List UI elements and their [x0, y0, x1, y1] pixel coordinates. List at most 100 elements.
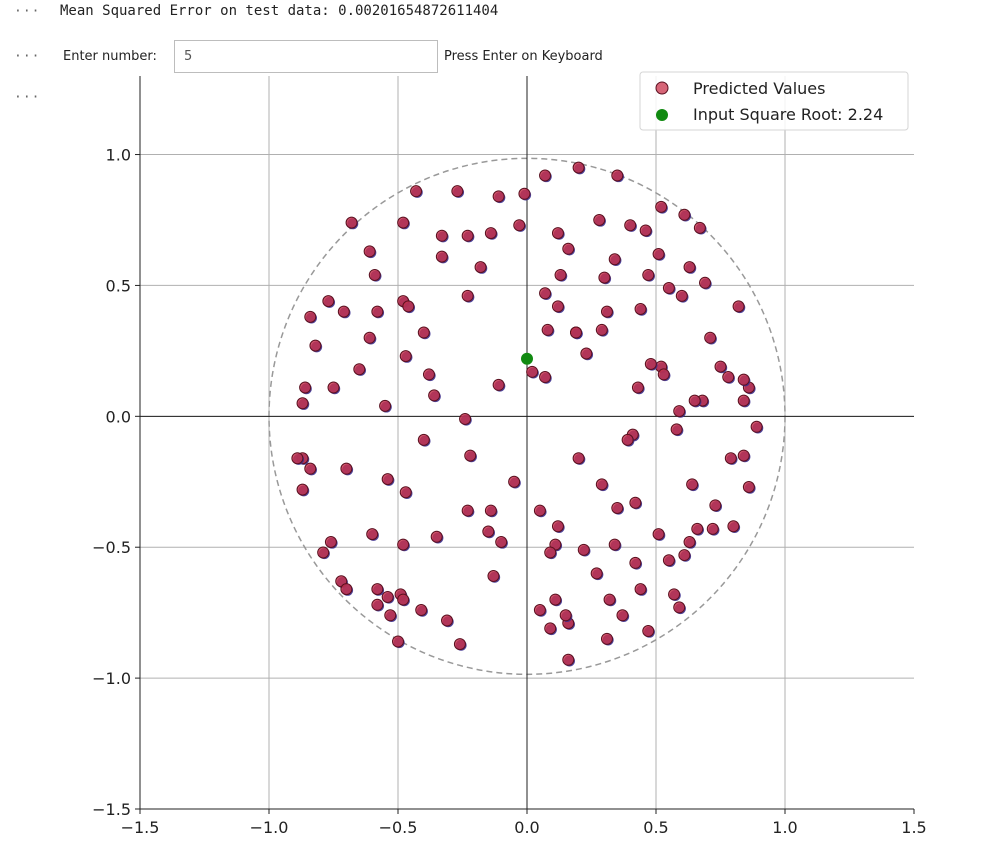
legend: Predicted Values Input Square Root: 2.24 — [639, 71, 909, 131]
predicted-point-25 — [363, 245, 376, 258]
predicted-point-74 — [652, 528, 665, 541]
y-tick-label-1: 0.5 — [106, 276, 131, 295]
x-tick-label-3: 0.0 — [514, 818, 539, 837]
predicted-point-51 — [422, 368, 435, 381]
predicted-point-30 — [384, 609, 397, 622]
predicted-point-69 — [642, 268, 655, 281]
legend-predicted-label: Predicted Values — [693, 79, 825, 98]
x-tick-label-6: 1.5 — [901, 818, 926, 837]
predicted-point-58 — [324, 535, 337, 548]
predicted-point-141 — [577, 543, 590, 556]
predicted-point-119 — [595, 478, 608, 491]
predicted-point-72 — [642, 624, 655, 637]
predicted-point-139 — [727, 520, 740, 533]
x-tick-label-1: −1.0 — [250, 818, 289, 837]
predicted-point-125 — [624, 219, 637, 232]
predicted-point-120 — [683, 261, 696, 274]
predicted-point-70 — [699, 276, 712, 289]
predicted-point-121 — [639, 224, 652, 237]
output-prompt-2[interactable]: ··· — [14, 49, 41, 64]
predicted-point-36 — [487, 570, 500, 583]
predicted-point-133 — [737, 394, 750, 407]
predicted-point-136 — [580, 347, 593, 360]
number-input[interactable] — [174, 40, 438, 73]
predicted-point-122 — [533, 604, 546, 617]
predicted-point-85 — [595, 323, 608, 336]
predicted-point-151 — [559, 609, 572, 622]
predicted-point-7 — [317, 546, 330, 559]
predicted-point-114 — [539, 371, 552, 384]
predicted-point-116 — [673, 601, 686, 614]
predicted-point-42 — [461, 229, 474, 242]
enter-hint-text: Press Enter on Keyboard — [444, 49, 603, 64]
predicted-point-112 — [693, 221, 706, 234]
legend-predicted-marker — [655, 81, 669, 95]
predicted-point-24 — [484, 227, 497, 240]
predicted-point-131 — [670, 423, 683, 436]
predicted-point-117 — [737, 373, 750, 386]
predicted-point-135 — [544, 622, 557, 635]
y-tick-label-4: −1.0 — [92, 669, 131, 688]
predicted-point-64 — [482, 525, 495, 538]
predicted-point-86 — [533, 504, 546, 517]
output-prompt-1[interactable]: ··· — [14, 4, 41, 19]
predicted-point-49 — [495, 535, 508, 548]
predicted-point-0 — [299, 381, 312, 394]
predicted-point-110 — [657, 368, 670, 381]
predicted-point-61 — [366, 528, 379, 541]
predicted-point-45 — [304, 310, 317, 323]
axes — [135, 76, 915, 814]
predicted-point-144 — [678, 208, 691, 221]
predicted-point-43 — [363, 331, 376, 344]
predicted-point-52 — [397, 593, 410, 606]
predicted-point-146 — [551, 520, 564, 533]
data-points — [291, 161, 764, 667]
predicted-point-8 — [430, 530, 443, 543]
predicted-point-113 — [590, 567, 603, 580]
predicted-point-91 — [544, 546, 557, 559]
predicted-point-145 — [570, 326, 583, 339]
predicted-point-106 — [593, 213, 606, 226]
predicted-point-96 — [704, 331, 717, 344]
predicted-point-90 — [608, 538, 621, 551]
predicted-point-142 — [554, 268, 567, 281]
predicted-point-77 — [616, 609, 629, 622]
input-point-0 — [521, 352, 533, 365]
predicted-point-105 — [675, 289, 688, 302]
predicted-point-62 — [492, 378, 505, 391]
predicted-point-95 — [724, 452, 737, 465]
predicted-point-23 — [340, 462, 353, 475]
predicted-point-132 — [662, 282, 675, 295]
predicted-point-17 — [428, 389, 441, 402]
output-prompt-3[interactable]: ··· — [14, 90, 41, 105]
predicted-point-14 — [459, 412, 472, 425]
y-tick-label-0: 1.0 — [106, 146, 131, 165]
tick-labels: −1.5 −1.0 −0.5 0.0 0.5 1.0 1.5 1.0 0.5 0.0 −0.5 −1.… — [92, 146, 927, 837]
predicted-point-137 — [539, 287, 552, 300]
predicted-point-3 — [353, 363, 366, 376]
mse-output-text: Mean Squared Error on test data: 0.00201… — [60, 3, 499, 19]
predicted-point-41 — [397, 538, 410, 551]
predicted-point-10 — [371, 598, 384, 611]
predicted-point-19 — [461, 504, 474, 517]
predicted-point-39 — [381, 590, 394, 603]
predicted-point-83 — [691, 522, 704, 535]
predicted-point-101 — [526, 365, 539, 378]
predicted-point-109 — [549, 593, 562, 606]
predicted-point-12 — [368, 268, 381, 281]
predicted-point-88 — [551, 227, 564, 240]
predicted-point-79 — [600, 305, 613, 318]
predicted-point-94 — [652, 248, 665, 261]
predicted-point-99 — [644, 357, 657, 370]
predicted-point-13 — [379, 399, 392, 412]
predicted-point-33 — [291, 452, 304, 465]
predicted-point-73 — [562, 242, 575, 255]
predicted-point-123 — [598, 271, 611, 284]
predicted-point-63 — [417, 326, 430, 339]
predicted-point-84 — [668, 588, 681, 601]
predicted-point-4 — [451, 185, 464, 198]
predicted-point-35 — [397, 216, 410, 229]
predicted-point-118 — [629, 496, 642, 509]
predicted-point-53 — [453, 638, 466, 651]
